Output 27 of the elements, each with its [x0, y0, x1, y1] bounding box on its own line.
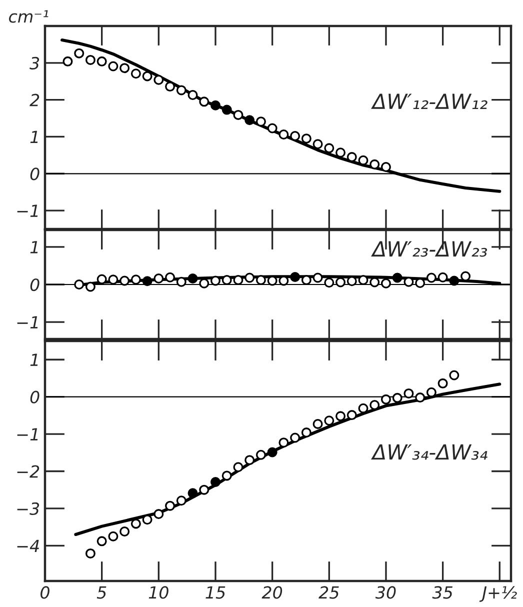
annotation: ΔW′₂₃-ΔW₂₃ [371, 241, 488, 257]
y-tick-label: 1 [30, 354, 38, 366]
y-tick-label: 0 [30, 390, 40, 404]
x-tick-label: 5 [96, 586, 106, 599]
y-tick-label: −3 [17, 502, 40, 516]
y-tick-label: 1 [30, 241, 38, 254]
y-tick-label: −1 [17, 316, 38, 328]
y-tick-label: 1 [30, 130, 38, 144]
y-tick-label: −2 [17, 465, 40, 478]
x-tick-label: J+½ [479, 586, 517, 602]
annotation: ΔW′₁₂-ΔW₁₂ [371, 94, 488, 109]
x-tick-label: 10 [148, 586, 168, 599]
y-tick-label: 0 [30, 168, 40, 180]
y-tick-label: 2 [30, 94, 40, 106]
y-tick-label: 3 [30, 56, 40, 70]
x-tick-label: 30 [375, 586, 396, 599]
x-tick-label: 20 [262, 586, 282, 599]
x-tick-label: 35 [432, 586, 452, 599]
y-tick-label: −4 [17, 540, 39, 552]
y-tick-label: −1 [17, 204, 38, 217]
y-tick-label: 0 [30, 278, 40, 292]
x-tick-label: 25 [318, 586, 339, 599]
y-tick-label: −1 [17, 428, 38, 440]
y-axis-title: cm⁻¹ [9, 10, 48, 23]
x-tick-label: 0 [40, 586, 50, 599]
annotation: ΔW′₃₄-ΔW₃₄ [371, 444, 488, 460]
x-tick-label: 15 [206, 586, 226, 599]
